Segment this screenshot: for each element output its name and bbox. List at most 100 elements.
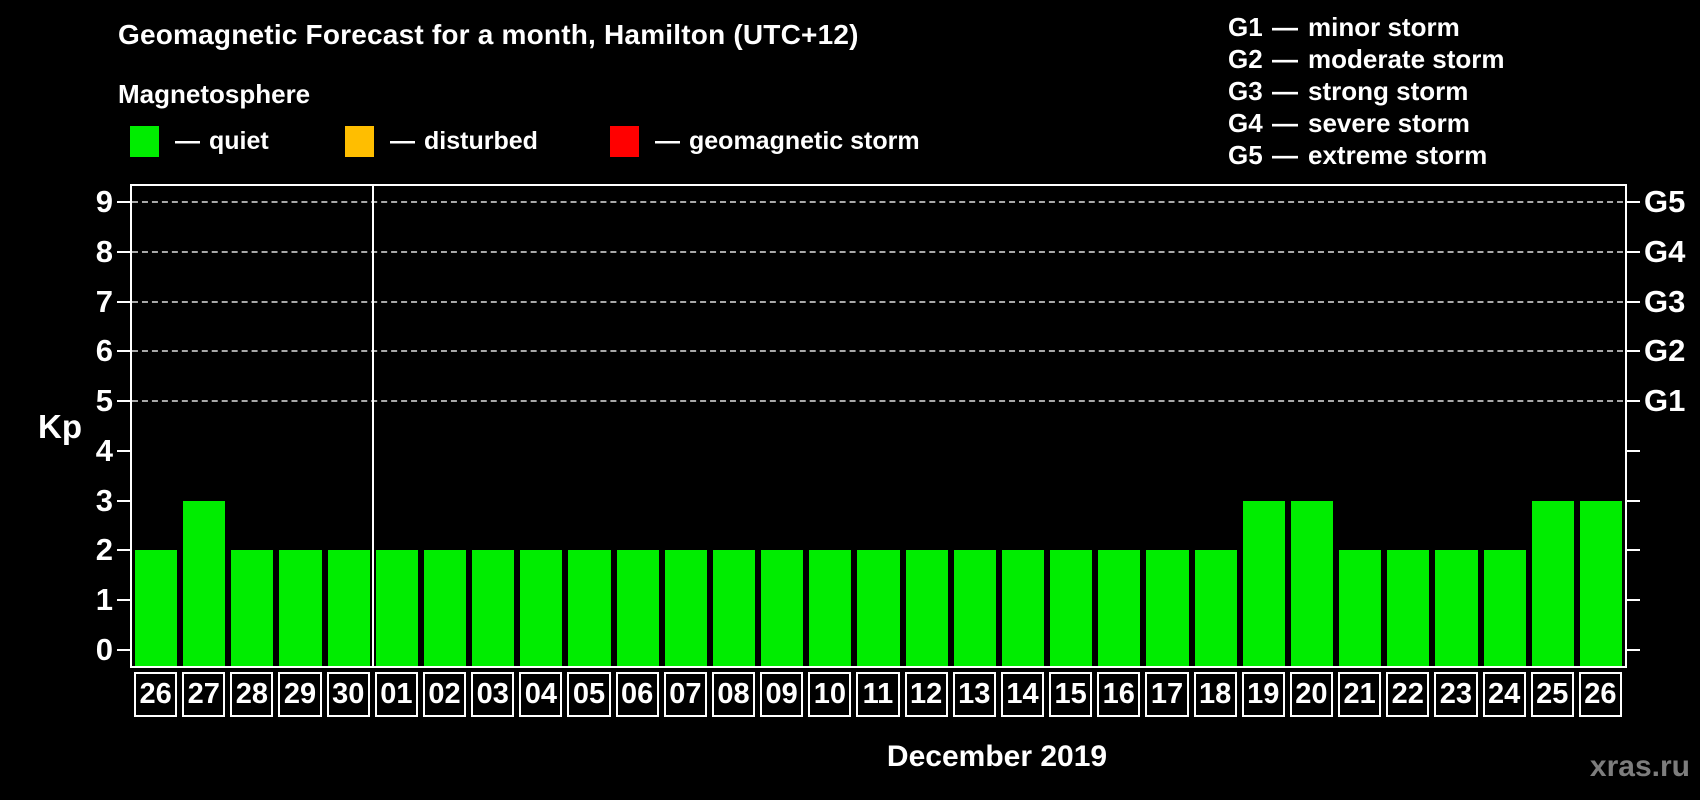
kp-bar	[568, 550, 611, 666]
y-axis-tick-right	[1627, 449, 1640, 452]
storm-scale-row-g2: G2 — moderate storm	[1228, 43, 1505, 75]
storm-scale-row-g5: G5 — extreme storm	[1228, 139, 1505, 171]
kp-bar	[327, 550, 370, 666]
gridline	[132, 300, 1623, 303]
y-axis-title: Kp	[38, 408, 82, 445]
g-scale-label: G5	[1644, 183, 1686, 219]
g2-label: moderate storm	[1308, 44, 1505, 74]
storm-color-swatch	[610, 125, 639, 157]
day-label-box: 08	[711, 672, 756, 717]
kp-bar	[135, 550, 178, 666]
legend-dash: —	[655, 126, 680, 155]
g-scale-label: G4	[1644, 233, 1686, 269]
day-label-box: 24	[1482, 672, 1526, 717]
gridline	[132, 250, 1623, 253]
kp-bar	[1098, 550, 1141, 666]
kp-bar	[761, 550, 804, 666]
kp-bar	[712, 550, 756, 666]
y-axis-tick-right	[1627, 250, 1640, 253]
legend-text-quiet: quiet	[209, 126, 269, 155]
day-label-box: 30	[326, 672, 370, 717]
legend-label-disturbed: — disturbed	[390, 127, 538, 156]
day-label-box: 27	[182, 672, 226, 717]
y-axis-tick-right	[1627, 200, 1640, 203]
day-label-box: 03	[471, 672, 515, 717]
day-label-box: 18	[1193, 672, 1237, 717]
kp-bar	[1050, 550, 1093, 666]
storm-scale-row-g3: G3 — strong storm	[1228, 75, 1505, 107]
quiet-color-swatch	[130, 125, 159, 157]
kp-bar	[1339, 550, 1382, 666]
kp-bar	[1001, 550, 1045, 666]
g4-code: G4	[1228, 108, 1263, 138]
g4-dash: —	[1272, 108, 1298, 138]
y-axis-tick-right	[1627, 599, 1640, 602]
legend-label-storm: — geomagnetic storm	[655, 127, 920, 156]
day-label-box: 05	[567, 672, 611, 717]
day-label-box: 06	[615, 672, 659, 717]
disturbed-color-swatch	[345, 125, 374, 157]
day-label-box: 26	[1578, 672, 1622, 717]
legend-dash: —	[390, 126, 415, 155]
kp-bar	[520, 550, 563, 666]
g-scale-label: G1	[1644, 383, 1686, 419]
gridline	[132, 350, 1623, 353]
y-tick-label: 4	[95, 432, 113, 468]
kp-bar	[1194, 550, 1237, 666]
y-tick-label: 1	[95, 582, 113, 618]
g2-dash: —	[1272, 44, 1298, 74]
y-axis-tick-left	[117, 549, 130, 552]
kp-bar	[1146, 550, 1189, 666]
g1-code: G1	[1228, 12, 1263, 42]
kp-bar	[472, 550, 515, 666]
y-tick-label: 6	[95, 333, 113, 369]
y-tick-label: 7	[95, 283, 113, 319]
g1-dash: —	[1272, 12, 1298, 42]
y-axis-tick-left	[117, 649, 130, 651]
day-label-box: 21	[1338, 672, 1382, 717]
day-label-box: 17	[1145, 672, 1189, 717]
y-axis-tick-left	[117, 449, 130, 452]
day-label-box: 12	[904, 672, 948, 717]
kp-bar	[809, 550, 852, 666]
kp-bar	[183, 500, 226, 666]
y-axis-tick-left	[117, 200, 130, 203]
day-label-box: 15	[1049, 672, 1093, 717]
day-label-box: 23	[1434, 672, 1478, 717]
g5-dash: —	[1272, 140, 1298, 170]
legend-item-storm: — geomagnetic storm	[610, 124, 920, 158]
month-separator-line	[371, 186, 374, 666]
kp-bar	[279, 550, 322, 666]
kp-bar	[231, 550, 274, 666]
y-tick-label: 0	[95, 632, 113, 667]
y-axis-tick-left	[117, 400, 130, 403]
day-label-box: 13	[952, 672, 996, 717]
day-label-box: 29	[278, 672, 322, 717]
gridline	[132, 400, 1623, 403]
y-axis-tick-right	[1627, 549, 1640, 552]
y-axis-tick-right	[1627, 400, 1640, 403]
y-axis-tick-left	[117, 350, 130, 353]
day-label-box: 19	[1241, 672, 1285, 717]
kp-bar	[857, 550, 900, 666]
kp-bar	[616, 550, 659, 666]
kp-bar	[423, 550, 467, 666]
kp-bar	[375, 550, 418, 666]
g3-label: strong storm	[1308, 76, 1469, 106]
legend-label-quiet: — quiet	[175, 127, 269, 156]
day-label-box: 25	[1530, 672, 1574, 717]
kp-bar	[953, 550, 996, 666]
day-label-box: 07	[663, 672, 707, 717]
day-label-box: 09	[760, 672, 804, 717]
g5-label: extreme storm	[1308, 140, 1488, 170]
day-label-box: 01	[374, 672, 418, 717]
kp-bar	[1579, 500, 1622, 666]
y-axis-tick-left	[117, 250, 130, 253]
chart-title: Geomagnetic Forecast for a month, Hamilt…	[118, 19, 859, 50]
day-label-box: 14	[1000, 672, 1045, 717]
day-label-box: 11	[856, 672, 900, 717]
storm-scale-row-g4: G4 — severe storm	[1228, 107, 1505, 139]
kp-bar	[664, 550, 707, 666]
legend-item-quiet: — quiet	[130, 124, 269, 158]
